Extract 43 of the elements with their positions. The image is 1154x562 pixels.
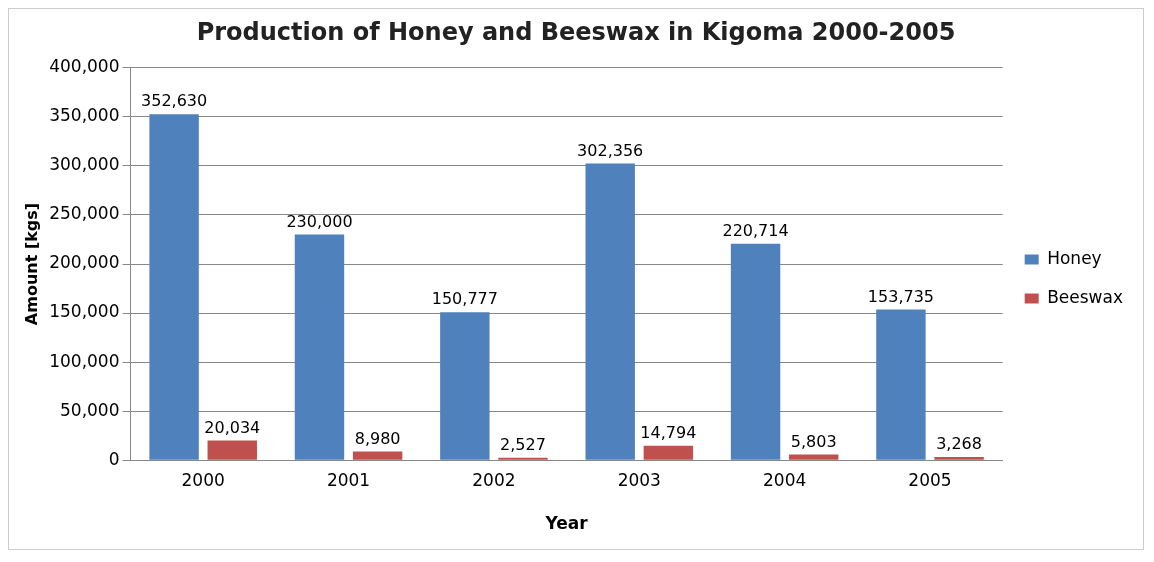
x-axis-title: Year <box>544 513 589 534</box>
x-tick-label: 2003 <box>617 469 661 490</box>
legend-label: Honey <box>1047 247 1102 268</box>
data-label: 352,630 <box>141 91 208 111</box>
y-tick-label: 0 <box>108 448 120 469</box>
x-tick-label: 2004 <box>763 469 807 490</box>
data-label: 14,794 <box>640 422 697 442</box>
x-tick-label: 2001 <box>326 469 371 490</box>
y-tick-label: 350,000 <box>49 105 120 126</box>
y-tick-label: 50,000 <box>60 399 120 420</box>
bar <box>294 234 345 460</box>
data-label: 2,527 <box>500 434 546 454</box>
y-tick-label: 250,000 <box>49 203 120 224</box>
bar <box>352 451 403 460</box>
legend-label: Beeswax <box>1047 286 1124 307</box>
x-tick-label: 2002 <box>472 469 516 490</box>
bar <box>643 445 694 460</box>
y-tick-label: 100,000 <box>49 350 120 371</box>
x-tick-label: 2000 <box>181 469 225 490</box>
bar <box>789 454 839 460</box>
y-tick-label: 200,000 <box>49 252 120 273</box>
data-label: 153,735 <box>867 286 935 306</box>
bar <box>934 456 984 460</box>
data-label: 20,034 <box>204 417 261 437</box>
bar <box>207 440 257 460</box>
y-tick-label: 150,000 <box>49 301 120 322</box>
bar <box>440 312 490 460</box>
data-label: 5,803 <box>790 431 837 451</box>
bar <box>149 114 199 460</box>
data-label: 302,356 <box>577 140 644 160</box>
y-axis-title: Amount [kgs] <box>21 202 41 326</box>
chart-title: Production of Honey and Beeswax in Kigoma 2000-2005 <box>196 17 956 46</box>
data-label: 3,268 <box>936 434 982 454</box>
data-label: 150,777 <box>431 289 498 309</box>
y-tick-label: 300,000 <box>49 154 120 175</box>
bar <box>876 309 926 460</box>
y-tick-label: 400,000 <box>49 56 120 77</box>
data-label: 220,714 <box>722 220 789 240</box>
data-label: 8,980 <box>354 428 401 448</box>
x-tick-label: 2005 <box>908 469 952 490</box>
data-label: 230,000 <box>286 211 353 231</box>
bar <box>585 163 635 460</box>
bar <box>730 243 781 460</box>
